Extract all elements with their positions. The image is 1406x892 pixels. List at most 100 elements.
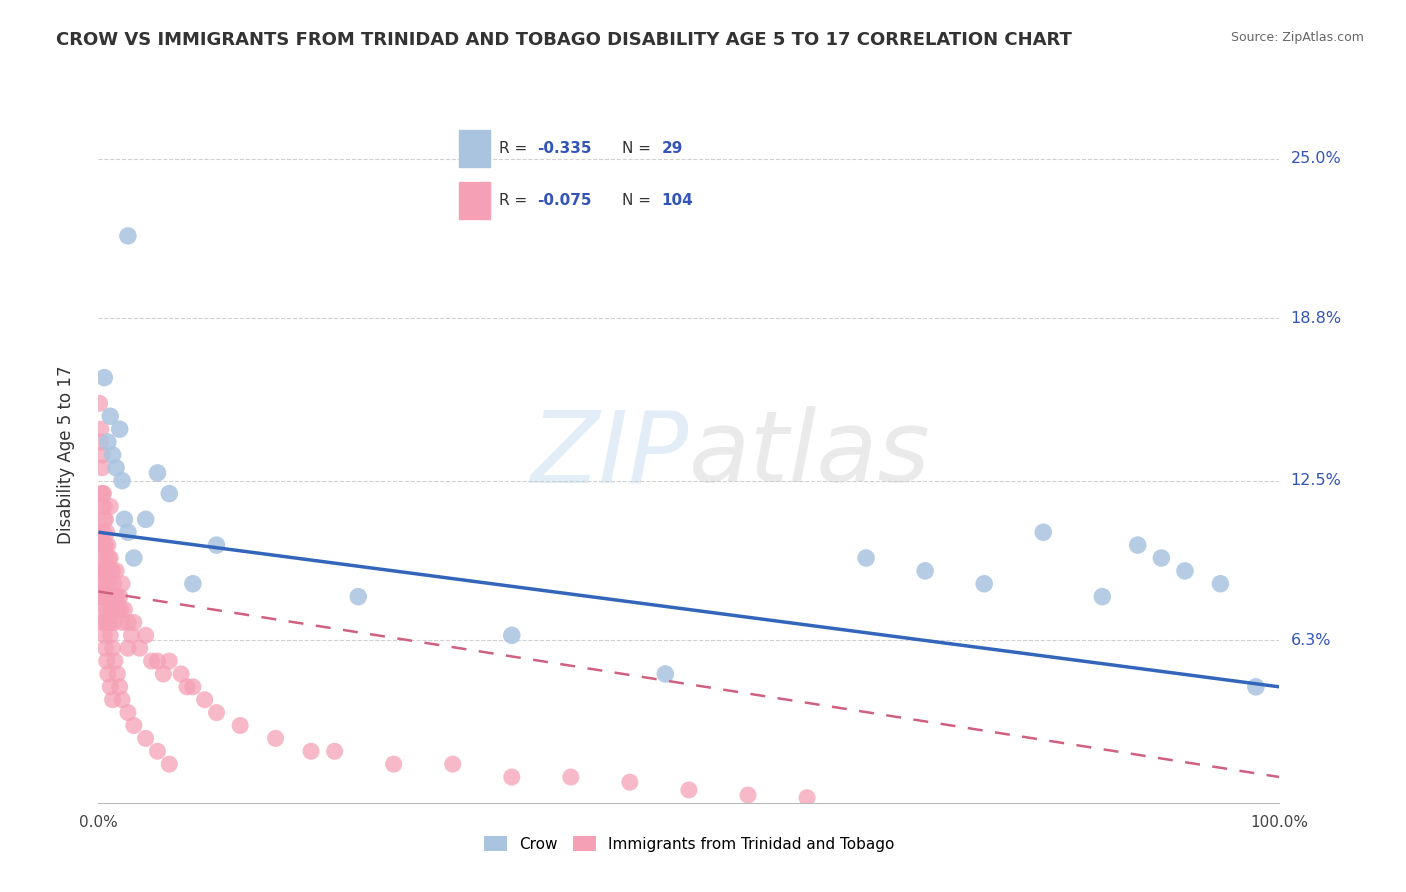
Point (146, 744, 169, 758)
Point (98, 590, 121, 604)
Point (101, 564, 124, 578)
Point (91, 486, 114, 500)
Point (91, 576, 114, 591)
Point (619, 775, 641, 789)
Point (89, 564, 111, 578)
Point (796, 790, 818, 805)
Point (91, 590, 114, 604)
Point (104, 654, 127, 668)
Point (135, 512, 157, 526)
Point (98, 500, 121, 514)
Point (94, 641, 117, 656)
Point (111, 692, 134, 706)
Point (117, 641, 139, 656)
Point (152, 667, 174, 681)
Point (91, 500, 114, 514)
Point (91, 448, 114, 462)
Point (117, 525, 139, 540)
Text: 25.0%: 25.0% (1291, 151, 1341, 166)
Point (347, 590, 370, 604)
Point (121, 628, 143, 642)
Point (90, 551, 112, 566)
Point (94, 551, 117, 566)
Point (108, 590, 131, 604)
Point (104, 590, 127, 604)
Point (105, 460, 128, 475)
Point (229, 718, 252, 732)
Point (103, 576, 125, 591)
Point (678, 783, 700, 797)
Point (105, 590, 128, 604)
Point (111, 474, 134, 488)
Point (1244, 680, 1267, 694)
Point (89, 538, 111, 552)
Point (101, 448, 124, 462)
Point (97, 538, 120, 552)
Point (1091, 590, 1114, 604)
Point (98, 551, 121, 566)
Point (108, 680, 131, 694)
Point (93, 615, 115, 630)
Point (382, 757, 405, 772)
Point (1032, 525, 1054, 540)
Y-axis label: Disability Age 5 to 17: Disability Age 5 to 17 (56, 366, 75, 544)
Text: atlas: atlas (689, 407, 931, 503)
Point (111, 576, 134, 591)
Point (98, 590, 121, 604)
Point (93, 512, 115, 526)
Point (973, 576, 995, 591)
Point (93, 628, 115, 642)
Point (98, 551, 121, 566)
Point (89, 590, 111, 604)
Point (105, 564, 128, 578)
Point (122, 718, 145, 732)
Point (97, 576, 120, 591)
Point (91, 564, 114, 578)
Point (97, 435, 120, 450)
Point (93, 370, 115, 384)
Text: 6.3%: 6.3% (1291, 633, 1331, 648)
Point (146, 654, 169, 668)
Point (146, 466, 169, 480)
Point (654, 667, 676, 681)
Point (157, 654, 180, 668)
Point (94, 512, 117, 526)
Point (122, 615, 145, 630)
Point (122, 551, 145, 566)
Point (96, 654, 118, 668)
Point (737, 788, 759, 802)
Point (108, 422, 131, 436)
Point (97, 590, 120, 604)
Point (176, 680, 198, 694)
Point (117, 615, 139, 630)
Point (96, 564, 118, 578)
Text: 18.8%: 18.8% (1291, 310, 1341, 326)
Point (96, 602, 118, 616)
Point (299, 744, 322, 758)
Point (181, 680, 204, 694)
Point (93, 500, 115, 514)
Point (93, 576, 115, 591)
Point (264, 731, 287, 746)
Point (1209, 576, 1232, 591)
Point (441, 757, 464, 772)
Point (91, 615, 114, 630)
Point (96, 525, 118, 540)
Text: ZIP: ZIP (530, 407, 689, 503)
Text: CROW VS IMMIGRANTS FROM TRINIDAD AND TOBAGO DISABILITY AGE 5 TO 17 CORRELATION C: CROW VS IMMIGRANTS FROM TRINIDAD AND TOB… (56, 31, 1073, 49)
Point (89, 396, 111, 410)
Point (105, 667, 128, 681)
Text: Source: ZipAtlas.com: Source: ZipAtlas.com (1230, 31, 1364, 45)
Point (128, 641, 150, 656)
Point (205, 706, 228, 720)
Point (91, 602, 114, 616)
Point (501, 770, 523, 784)
Point (101, 641, 124, 656)
Point (560, 770, 582, 784)
Point (170, 667, 193, 681)
Point (90, 525, 112, 540)
Point (110, 602, 132, 616)
Point (97, 615, 120, 630)
Point (1174, 564, 1197, 578)
Point (117, 706, 139, 720)
